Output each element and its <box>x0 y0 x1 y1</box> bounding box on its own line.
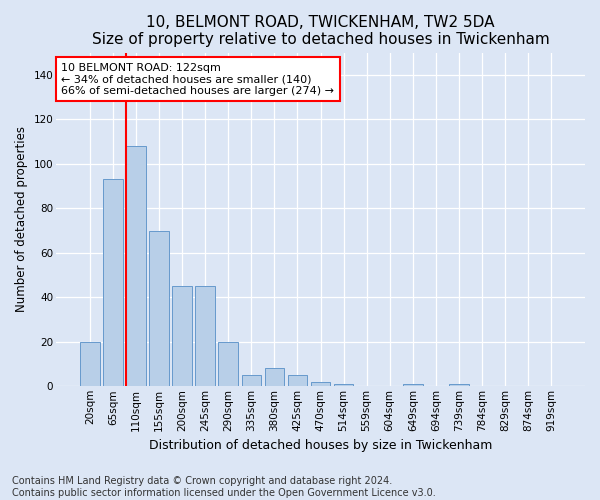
Text: 10 BELMONT ROAD: 122sqm
← 34% of detached houses are smaller (140)
66% of semi-d: 10 BELMONT ROAD: 122sqm ← 34% of detache… <box>61 62 334 96</box>
Bar <box>334 384 353 386</box>
Bar <box>218 342 238 386</box>
X-axis label: Distribution of detached houses by size in Twickenham: Distribution of detached houses by size … <box>149 440 492 452</box>
Text: Contains HM Land Registry data © Crown copyright and database right 2024.
Contai: Contains HM Land Registry data © Crown c… <box>12 476 436 498</box>
Bar <box>126 146 146 386</box>
Bar <box>449 384 469 386</box>
Title: 10, BELMONT ROAD, TWICKENHAM, TW2 5DA
Size of property relative to detached hous: 10, BELMONT ROAD, TWICKENHAM, TW2 5DA Si… <box>92 15 550 48</box>
Y-axis label: Number of detached properties: Number of detached properties <box>15 126 28 312</box>
Bar <box>172 286 192 386</box>
Bar <box>80 342 100 386</box>
Bar <box>149 230 169 386</box>
Bar <box>287 375 307 386</box>
Bar <box>103 180 123 386</box>
Bar <box>196 286 215 386</box>
Bar <box>242 375 261 386</box>
Bar <box>265 368 284 386</box>
Bar <box>403 384 422 386</box>
Bar <box>311 382 331 386</box>
